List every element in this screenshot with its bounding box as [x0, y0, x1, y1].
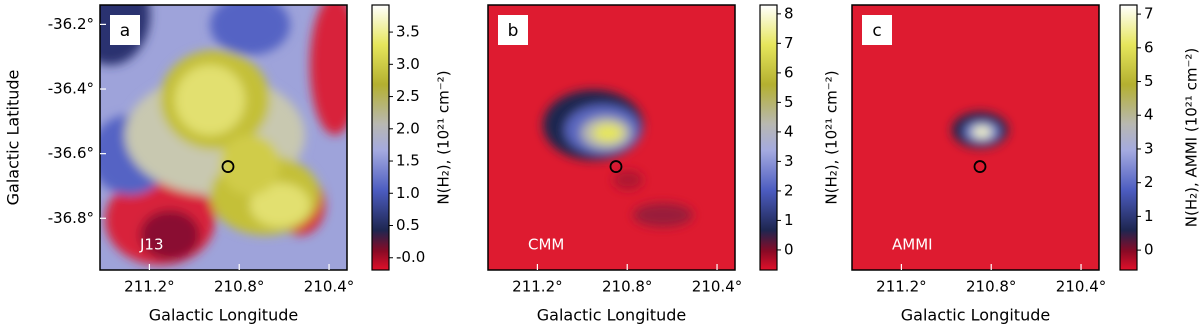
colorbar: [759, 4, 778, 271]
y-tick-label: -36.8°: [48, 209, 94, 227]
colorbar-tick-label: 5: [784, 93, 794, 111]
map-features: [543, 90, 693, 227]
colorbar-tick-label: 4: [784, 122, 794, 140]
marker: [221, 160, 235, 173]
map-feature: [210, 5, 290, 55]
x-tick-label: 211.2°: [124, 278, 174, 296]
map-feature: [633, 203, 693, 227]
axes-frame: [99, 4, 348, 271]
map-feature: [613, 170, 643, 190]
map-feature: [220, 135, 280, 195]
colorbar-tick-label: 0.5: [396, 216, 420, 234]
panel-label-box: [110, 15, 140, 45]
panel-label-box: [498, 15, 528, 45]
map-image: [852, 5, 1099, 270]
colorbar-tick-label: 3.5: [396, 23, 420, 41]
panel-label: a: [120, 21, 130, 41]
colorbar-tick-label: 1.5: [396, 152, 420, 170]
map-image: [488, 5, 735, 270]
colorbar-tick-label: -0.0: [396, 248, 425, 266]
colorbar-tick-label: 7: [784, 34, 794, 52]
marker: [609, 160, 623, 173]
colorbar: [1119, 4, 1138, 271]
x-tick-label: 210.8°: [966, 278, 1016, 296]
colorbar-tick-label: 0: [784, 240, 794, 258]
axes-frame: [487, 4, 736, 271]
map-feature: [140, 210, 200, 260]
colorbar-tick-label: 3: [784, 152, 794, 170]
x-tick-label: 211.2°: [512, 278, 562, 296]
x-tick-label: 210.4°: [304, 278, 354, 296]
colorbar-tick-label: 2.5: [396, 87, 420, 105]
colorbar-tick-label: 5: [1144, 72, 1154, 90]
x-tick-label: 210.8°: [214, 278, 264, 296]
map-features: [952, 112, 1008, 148]
map-feature: [593, 124, 623, 142]
colorbar-tick-label: 1: [784, 211, 794, 229]
colorbar-tick-label: 3.0: [396, 55, 420, 73]
marker: [973, 160, 987, 173]
colorbar-tick-label: 6: [1144, 38, 1154, 56]
x-tick-label: 210.8°: [602, 278, 652, 296]
map-features: [100, 5, 347, 265]
panel-label: c: [872, 21, 881, 41]
panel-label-box: [862, 15, 892, 45]
colorbar-tick-label: 2.0: [396, 119, 420, 137]
annotation: AMMI: [892, 236, 933, 254]
colorbar-tick-label: 6: [784, 63, 794, 81]
colorbar-tick-label: 4: [1144, 106, 1154, 124]
y-tick-label: -36.6°: [48, 144, 94, 162]
map-image: [100, 5, 347, 270]
colorbar-tick-label: 8: [784, 4, 794, 22]
map-feature: [310, 5, 347, 135]
map-feature: [175, 65, 245, 135]
x-tick-label: 211.2°: [876, 278, 926, 296]
y-tick-label: -36.2°: [48, 15, 94, 33]
panel-label: b: [508, 21, 519, 41]
colorbar-tick-label: 7: [1144, 5, 1154, 23]
x-axis-label: Galactic Longitude: [901, 306, 1050, 325]
colorbar-tick-label: 1: [1144, 207, 1154, 225]
colorbar-tick-label: 3: [1144, 139, 1154, 157]
axes-frame: [851, 4, 1100, 271]
x-tick-label: 210.4°: [692, 278, 742, 296]
colorbar-tick-label: 1.0: [396, 184, 420, 202]
y-tick-label: -36.4°: [48, 80, 94, 98]
colorbar-tick-label: 2: [1144, 173, 1154, 191]
annotation: J13: [139, 236, 164, 254]
colorbar-label: N(H₂), (10²¹ cm⁻²): [823, 70, 841, 204]
colorbar-label: N(H₂), (10²¹ cm⁻²): [435, 70, 453, 204]
y-axis-label: Galactic Latitude: [4, 70, 23, 206]
x-axis-label: Galactic Longitude: [149, 306, 298, 325]
colorbar-label: N(H₂), AMMI (10²¹ cm⁻²): [1183, 48, 1200, 227]
colorbar-tick-label: 0: [1144, 241, 1154, 259]
colorbar: [371, 4, 390, 271]
x-axis-label: Galactic Longitude: [537, 306, 686, 325]
map-feature: [972, 126, 992, 138]
annotation: CMM: [528, 236, 564, 254]
map-feature: [250, 183, 310, 227]
x-tick-label: 210.4°: [1056, 278, 1106, 296]
colorbar-tick-label: 2: [784, 181, 794, 199]
